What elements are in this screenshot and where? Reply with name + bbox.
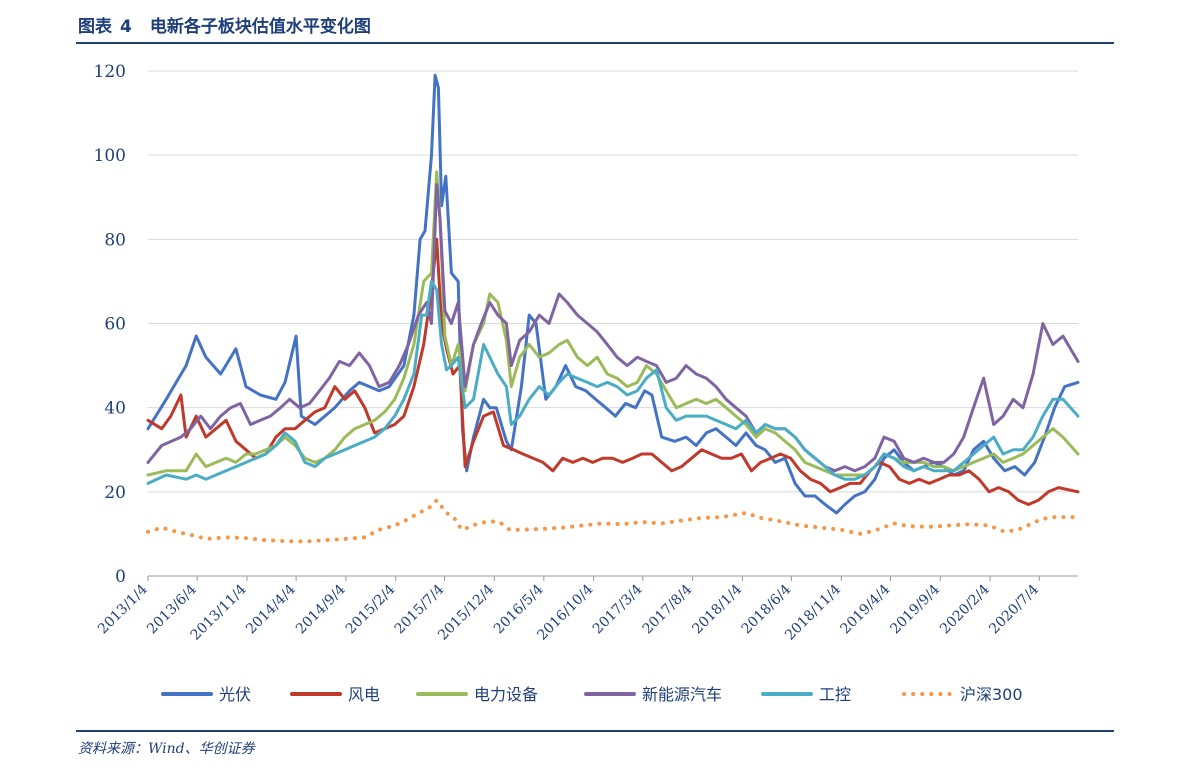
y-tick-label: 120 [94, 62, 126, 82]
series-line [146, 73, 1080, 515]
y-tick-label: 0 [115, 567, 126, 587]
x-tick-label: 2015/2/4 [343, 581, 399, 637]
x-tick-label: 2020/7/4 [986, 581, 1042, 637]
x-tick-label: 2019/4/4 [838, 581, 894, 637]
figure-title: 图表 4 电新各子板块估值水平变化图 [78, 12, 371, 37]
figure-title-text: 电新各子板块估值水平变化图 [149, 17, 371, 37]
x-tick-label: 2020/2/4 [937, 581, 993, 637]
legend-label: 光伏 [219, 685, 251, 704]
series-line [146, 183, 1080, 473]
y-tick-label: 20 [104, 483, 126, 503]
y-tick-label: 80 [104, 230, 126, 250]
x-tick-label: 2014/4/4 [243, 581, 299, 637]
source-note: 资料来源：Wind、华创证券 [78, 741, 255, 757]
series-line [146, 279, 1080, 485]
legend-label: 工控 [819, 685, 851, 704]
series-line [146, 237, 1080, 506]
y-tick-label: 40 [104, 399, 126, 419]
legend-label: 电力设备 [474, 685, 538, 704]
title-rule [76, 42, 1114, 44]
source-rule [76, 730, 1114, 732]
figure-number: 4 [120, 17, 132, 37]
x-tick-label: 2019/9/4 [887, 581, 943, 637]
y-tick-label: 100 [94, 146, 126, 166]
series-line [146, 498, 1080, 544]
y-tick-label: 60 [104, 315, 126, 335]
x-tick-label: 2018/1/4 [689, 581, 745, 637]
x-tick-label: 2017/8/4 [640, 581, 696, 637]
x-tick-label: 2017/3/4 [590, 581, 646, 637]
x-tick-label: 2013/1/4 [95, 581, 151, 637]
legend-label: 新能源汽车 [642, 685, 722, 704]
figure-label: 图表 [78, 17, 112, 37]
legend-label: 沪深300 [960, 685, 1023, 704]
x-tick-label: 2014/9/4 [293, 581, 349, 637]
line-chart: 0204060801001202013/1/42013/6/42013/11/4… [94, 62, 1080, 704]
legend-label: 风电 [348, 685, 380, 704]
